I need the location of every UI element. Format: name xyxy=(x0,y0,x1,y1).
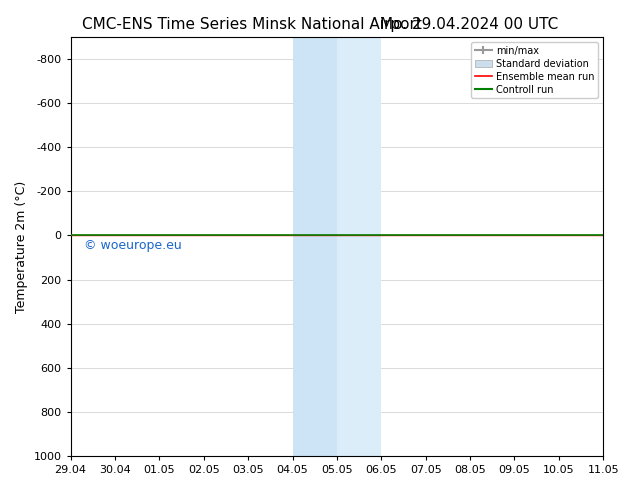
Text: © woeurope.eu: © woeurope.eu xyxy=(84,239,182,252)
Legend: min/max, Standard deviation, Ensemble mean run, Controll run: min/max, Standard deviation, Ensemble me… xyxy=(470,42,598,98)
Bar xyxy=(292,37,337,456)
Text: CMC-ENS Time Series Minsk National Airport: CMC-ENS Time Series Minsk National Airpo… xyxy=(82,17,422,32)
Text: Mo. 29.04.2024 00 UTC: Mo. 29.04.2024 00 UTC xyxy=(380,17,558,32)
Bar xyxy=(337,37,381,456)
Y-axis label: Temperature 2m (°C): Temperature 2m (°C) xyxy=(15,180,28,313)
